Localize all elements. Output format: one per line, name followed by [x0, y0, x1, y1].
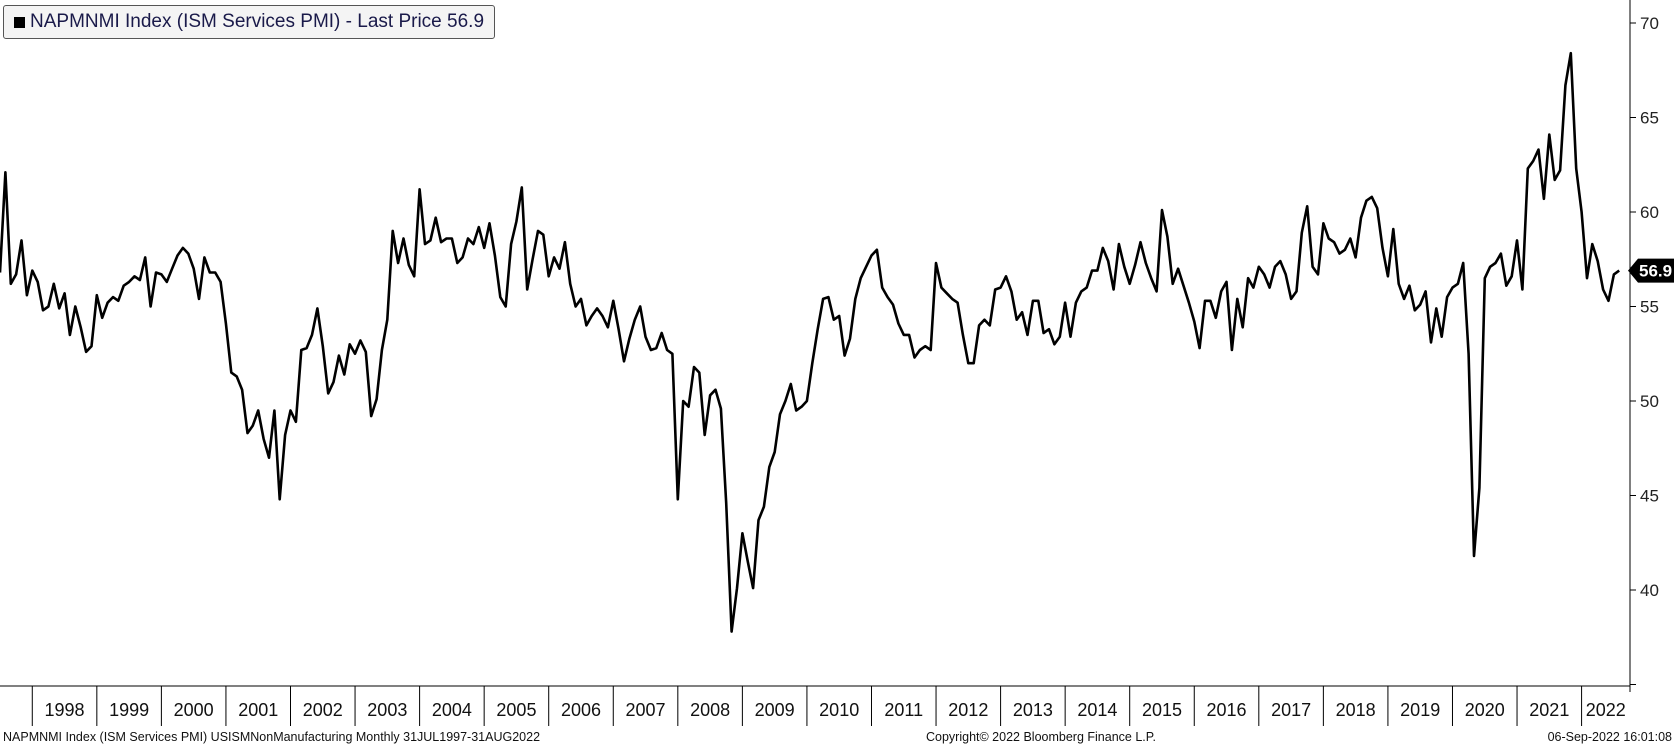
x-tick-label: 2016: [1207, 700, 1247, 720]
last-value-badge: [1628, 258, 1674, 283]
legend-label: NAPMNMI Index (ISM Services PMI) - Last …: [30, 11, 485, 32]
footer-timestamp: 06-Sep-2022 16:01:08: [1547, 730, 1672, 744]
x-tick-label: 2015: [1142, 700, 1182, 720]
y-tick-label: 55: [1640, 298, 1659, 317]
x-tick-label: 2020: [1465, 700, 1505, 720]
x-tick-label: 2008: [690, 700, 730, 720]
x-tick-label: 2004: [432, 700, 472, 720]
x-tick-label: 2011: [884, 700, 923, 720]
x-tick-label: 2010: [819, 700, 859, 720]
x-tick-label: 2017: [1271, 700, 1311, 720]
footer-series-info: NAPMNMI Index (ISM Services PMI) USISMNo…: [3, 730, 541, 744]
axes: [0, 0, 1631, 692]
x-tick-label: 2009: [755, 700, 795, 720]
x-tick-label: 2002: [303, 700, 343, 720]
footer-copyright: Copyright© 2022 Bloomberg Finance L.P.: [926, 730, 1156, 744]
x-tick-label: 2003: [367, 700, 407, 720]
x-tick-label: 2000: [174, 700, 214, 720]
series-line-napmnmi: [0, 51, 1620, 633]
x-tick-label: 2022: [1586, 700, 1626, 720]
legend: NAPMNMI Index (ISM Services PMI) - Last …: [3, 5, 496, 39]
y-tick-label: 60: [1640, 203, 1659, 222]
x-axis-ticks: 1998 1999 2000 2001 2002 2003 2004 2005 2006 2007…: [31, 686, 1626, 726]
y-tick-label: 65: [1640, 109, 1659, 128]
x-tick-label: 2005: [496, 700, 536, 720]
x-tick-label: 2007: [626, 700, 666, 720]
last-value-marker: 56.9: [1628, 258, 1674, 283]
x-tick-label: 2018: [1336, 700, 1376, 720]
x-tick-label: 2014: [1077, 700, 1117, 720]
x-tick-label: 2001: [238, 700, 278, 720]
x-tick-label: 2019: [1400, 700, 1440, 720]
y-tick-label: 45: [1640, 487, 1659, 506]
x-tick-label: 2006: [561, 700, 601, 720]
last-value-label: 56.9: [1639, 262, 1672, 281]
y-tick-label: 50: [1640, 392, 1659, 411]
x-tick-label: 2021: [1529, 700, 1569, 720]
legend-swatch-icon: [14, 16, 25, 28]
x-tick-label: 2013: [1013, 700, 1053, 720]
x-tick-label: 1998: [45, 700, 85, 720]
x-tick-label: 1999: [109, 700, 149, 720]
y-tick-label: 40: [1640, 581, 1659, 600]
y-axis-ticks: 40 45 50 55 60 65 70: [1630, 14, 1659, 685]
x-tick-label: 2012: [948, 700, 988, 720]
y-tick-label: 70: [1640, 14, 1659, 33]
